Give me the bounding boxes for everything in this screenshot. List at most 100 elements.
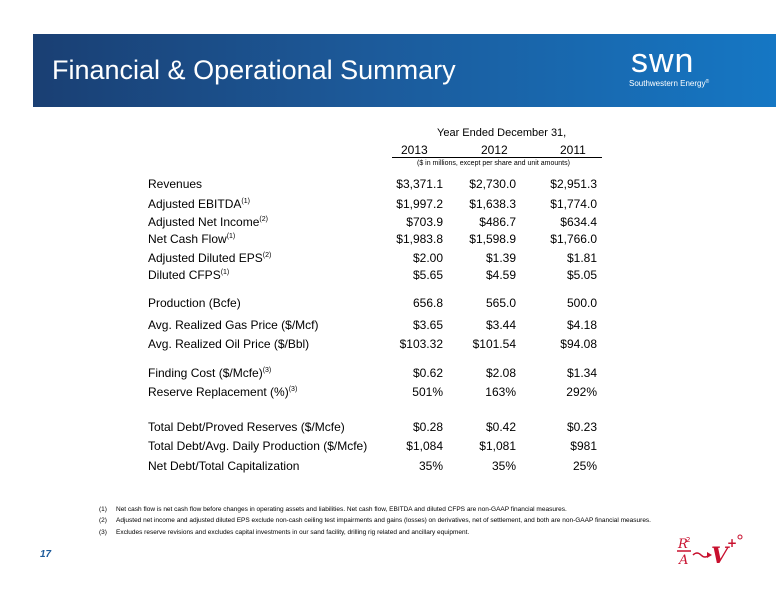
value-cell: $1,766.0 <box>550 232 597 246</box>
value-cell: $1,983.8 <box>396 232 443 246</box>
value-cell: 25% <box>572 459 597 473</box>
footnote-ref: (2) <box>259 216 268 223</box>
footnote-text: Net cash flow is net cash flow before ch… <box>116 506 567 513</box>
year-2011: 2011 <box>560 143 586 157</box>
units-note: ($ in millions, except per share and uni… <box>417 160 570 167</box>
value-cell: $4.59 <box>485 268 516 282</box>
svg-text:2: 2 <box>686 536 690 544</box>
value-cell: $1,081 <box>479 439 516 453</box>
value-cell: $3.44 <box>485 318 516 332</box>
footnote-text: Adjusted net income and adjusted diluted… <box>116 517 651 524</box>
value-cell: 500.0 <box>566 296 597 310</box>
row-label-text: Adjusted EBITDA <box>148 197 242 211</box>
value-cell: $0.62 <box>412 366 443 380</box>
value-cell: $1.34 <box>566 366 597 380</box>
footnote-ref: (1) <box>226 233 236 240</box>
value-cell: $103.32 <box>399 337 443 351</box>
row-label-text: Total Debt/Proved Reserves ($/Mcfe) <box>148 420 345 434</box>
row-label: Total Debt/Proved Reserves ($/Mcfe) <box>148 420 345 434</box>
value-cell: $2.00 <box>412 251 443 265</box>
value-cell: 163% <box>485 385 516 399</box>
value-cell: $486.7 <box>479 215 516 229</box>
value-cell: $2,730.0 <box>469 177 516 191</box>
value-cell: $5.65 <box>412 268 443 282</box>
logo-subtitle: Southwestern Energy® <box>629 79 710 88</box>
value-cell: $0.42 <box>485 420 516 434</box>
period-label: Year Ended December 31, <box>437 127 567 139</box>
value-cell: $5.05 <box>566 268 597 282</box>
value-cell: $1,598.9 <box>469 232 516 246</box>
row-label: Reserve Replacement (%)(3) <box>148 385 297 399</box>
value-cell: $981 <box>570 439 597 453</box>
row-label: Adjusted Diluted EPS(2) <box>148 251 271 265</box>
value-cell: $3.65 <box>412 318 443 332</box>
row-label-text: Diluted CFPS <box>148 268 221 282</box>
footnote-ref: (1) <box>220 269 230 276</box>
year-2012: 2012 <box>481 143 508 157</box>
value-cell: 656.8 <box>412 296 443 310</box>
value-cell: $634.4 <box>560 215 597 229</box>
value-cell: $1,774.0 <box>550 197 597 211</box>
row-label: Adjusted EBITDA(1) <box>148 197 250 211</box>
footnote-ref: (1) <box>241 198 250 205</box>
row-label-text: Avg. Realized Gas Price ($/Mcf) <box>148 318 319 332</box>
row-label-text: Net Cash Flow <box>148 232 227 246</box>
row-label: Diluted CFPS(1) <box>148 268 229 282</box>
logo-wordmark: swn <box>631 42 695 80</box>
row-label-text: Revenues <box>148 177 203 191</box>
value-cell: $1,997.2 <box>396 197 443 211</box>
row-label-text: Total Debt/Avg. Daily Production ($/Mcfe… <box>148 439 368 453</box>
rav-logo-icon: R 2 A V + <box>677 534 743 569</box>
value-cell: $1.81 <box>566 251 597 265</box>
row-label: Avg. Realized Oil Price ($/Bbl) <box>148 337 309 351</box>
value-cell: $703.9 <box>406 215 443 229</box>
value-cell: $3,371.1 <box>396 177 443 191</box>
footnote-ref: (2) <box>262 252 272 259</box>
row-label: Finding Cost ($/Mcfe)(3) <box>148 366 271 380</box>
footnote-text: Excludes reserve revisions and excludes … <box>116 529 470 536</box>
value-cell: $1,084 <box>406 439 443 453</box>
row-label: Adjusted Net Income(2) <box>148 215 268 229</box>
value-cell: $2.08 <box>485 366 516 380</box>
row-label-text: Reserve Replacement (%) <box>148 385 289 399</box>
row-label-text: Adjusted Diluted EPS <box>148 251 263 265</box>
title-banner: Financial & Operational Summary swn Sout… <box>33 34 776 107</box>
row-label-text: Net Debt/Total Capitalization <box>148 459 300 473</box>
value-cell: 35% <box>418 459 443 473</box>
footnote-number: (3) <box>99 529 107 536</box>
value-cell: $1,638.3 <box>469 197 516 211</box>
page-title: Financial & Operational Summary <box>52 55 456 85</box>
page-number: 17 <box>40 549 52 560</box>
row-label-text: Avg. Realized Oil Price ($/Bbl) <box>148 337 310 351</box>
row-label: Production (Bcfe) <box>148 296 241 310</box>
value-cell: $4.18 <box>566 318 597 332</box>
row-label: Total Debt/Avg. Daily Production ($/Mcfe… <box>148 439 367 453</box>
value-cell: $101.54 <box>472 337 516 351</box>
row-label: Net Debt/Total Capitalization <box>148 459 299 473</box>
footnote-ref: (3) <box>262 367 272 374</box>
value-cell: $0.23 <box>566 420 597 434</box>
value-cell: $0.28 <box>412 420 443 434</box>
header-rule <box>392 157 602 158</box>
row-label: Revenues <box>148 177 202 191</box>
row-label-text: Production (Bcfe) <box>148 296 241 310</box>
row-label-text: Finding Cost ($/Mcfe) <box>148 366 263 380</box>
row-label-text: Adjusted Net Income <box>148 215 260 229</box>
svg-text:A: A <box>678 553 688 568</box>
footnote-number: (2) <box>99 517 107 524</box>
footnote-number: (1) <box>99 506 107 513</box>
row-label: Net Cash Flow(1) <box>148 232 235 246</box>
company-logo: swn Southwestern Energy® <box>625 44 745 88</box>
value-cell: $94.08 <box>560 337 597 351</box>
value-cell: 292% <box>566 385 597 399</box>
footnote-ref: (3) <box>288 386 298 393</box>
value-cell: 35% <box>491 459 516 473</box>
svg-text:V: V <box>711 543 730 569</box>
value-cell: $1.39 <box>485 251 516 265</box>
svg-text:R: R <box>677 537 688 552</box>
svg-text:+: + <box>727 536 737 550</box>
value-cell: 501% <box>412 385 443 399</box>
value-cell: $2,951.3 <box>550 177 597 191</box>
row-label: Avg. Realized Gas Price ($/Mcf) <box>148 318 319 332</box>
year-2013: 2013 <box>401 143 428 157</box>
